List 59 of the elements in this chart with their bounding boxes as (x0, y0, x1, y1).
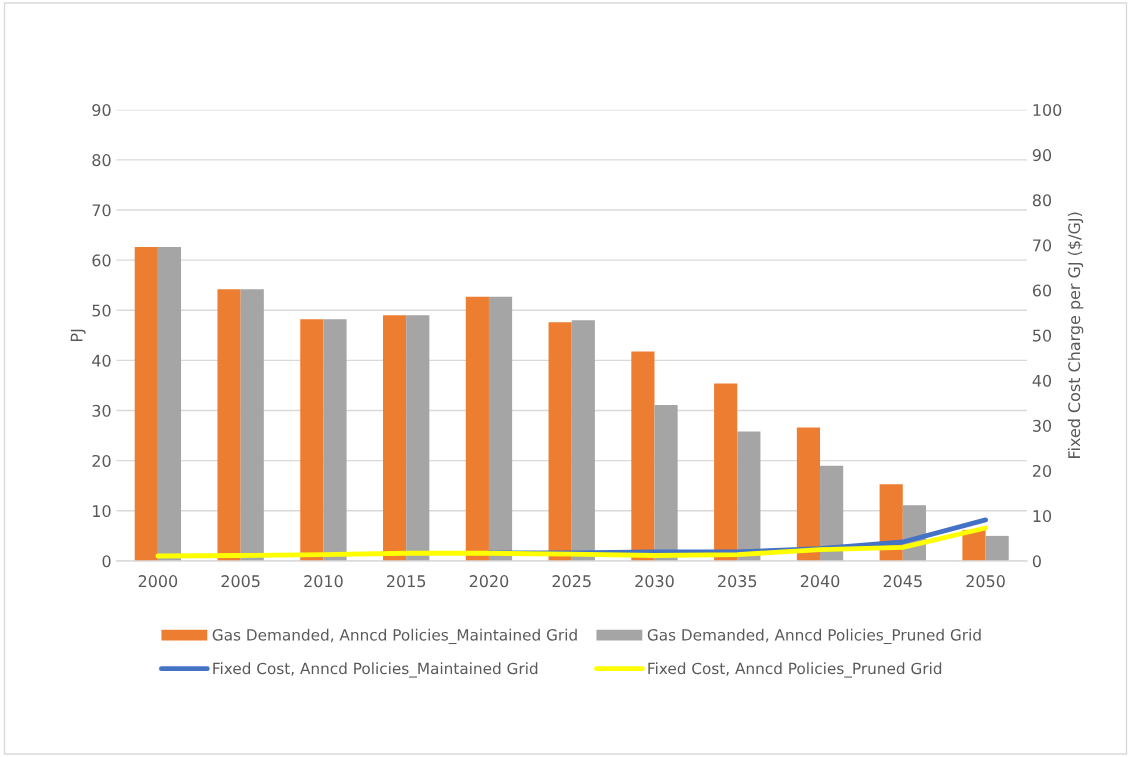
y2-axis-title: Fixed Cost Charge per GJ ($/GJ) (1067, 212, 1084, 458)
line-series (155, 525, 988, 559)
bar (654, 405, 678, 561)
bar (737, 431, 761, 561)
y2-tick-label: 50 (1033, 329, 1052, 342)
bar (157, 247, 182, 561)
bar (217, 289, 241, 561)
x-tick-label: 2045 (883, 575, 922, 588)
x-tick-label: 2005 (221, 575, 260, 588)
x-tick-label: 2050 (966, 575, 1005, 588)
y2-tick-label: 20 (1032, 464, 1052, 477)
y-tick-label: 30 (92, 404, 111, 417)
y2-tick-label: 90 (1032, 149, 1052, 162)
y-tick-label: 40 (92, 354, 111, 367)
x-tick-label: 2025 (552, 575, 591, 588)
y2-tick-label: 100 (1033, 103, 1062, 117)
bar (134, 247, 158, 561)
bar (796, 427, 821, 561)
y-tick-label: 70 (92, 204, 111, 217)
legend-label: Gas Demanded, Anncd Policies_Maintained Grid (212, 628, 577, 645)
x-tick-label: 2035 (718, 575, 757, 588)
x-tick-label: 2040 (800, 575, 840, 588)
x-tick-label: 2015 (387, 575, 426, 588)
bar (985, 535, 1009, 561)
bar (240, 289, 264, 561)
x-tick-label: 2000 (138, 575, 178, 588)
y2-tick-label: 80 (1032, 194, 1052, 207)
bar (406, 315, 430, 561)
bar (714, 383, 738, 561)
bar (820, 465, 844, 561)
legend-label: Fixed Cost, Anncd Policies_Maintained Grid (213, 662, 538, 678)
y-tick-label: 80 (92, 154, 111, 167)
y-tick-label: 20 (92, 454, 111, 467)
x-tick-label: 2030 (635, 575, 674, 588)
bar (383, 315, 407, 561)
bar (300, 319, 324, 561)
y-tick-label: 90 (92, 103, 111, 117)
y-tick-label: 10 (93, 505, 111, 518)
x-tick-label: 2020 (469, 575, 509, 588)
y2-tick-label: 30 (1033, 419, 1052, 432)
y-axis-title: PJ (70, 329, 86, 341)
legend-label: Gas Demanded, Anncd Policies_Pruned Grid (647, 628, 981, 645)
y2-tick-label: 0 (1032, 555, 1041, 568)
bar (631, 351, 655, 561)
y2-tick-label: 60 (1032, 284, 1052, 297)
x-tick-label: 2010 (304, 575, 343, 588)
bar (488, 296, 513, 561)
legend-label: Fixed Cost, Anncd Policies_Pruned Grid (648, 662, 942, 678)
bar (962, 529, 986, 561)
y2-tick-label: 10 (1033, 510, 1052, 523)
y-tick-label: 50 (92, 304, 111, 317)
bar (465, 296, 489, 561)
y-tick-label: 0 (102, 555, 111, 568)
bar (323, 319, 347, 561)
y2-tick-label: 40 (1032, 374, 1052, 387)
bar (548, 322, 572, 561)
y-tick-label: 60 (92, 254, 111, 267)
y2-tick-label: 70 (1033, 239, 1052, 252)
bar (571, 320, 595, 561)
